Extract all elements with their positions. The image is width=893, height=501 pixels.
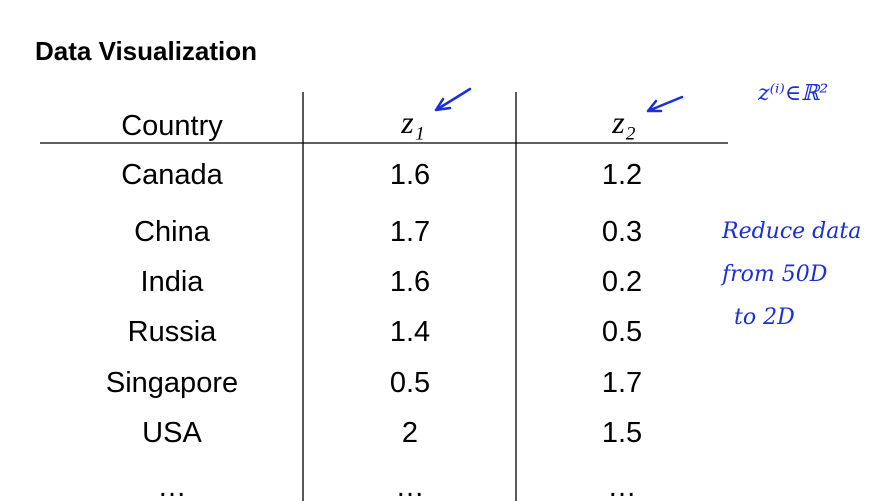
arrow bbox=[434, 87, 472, 112]
table-cell: India bbox=[141, 266, 205, 298]
slide-title: Data Visualization bbox=[35, 36, 257, 66]
table-cell: Canada bbox=[121, 159, 223, 191]
table-cell: 1.7 bbox=[602, 367, 642, 399]
table-cell: 1.4 bbox=[390, 316, 430, 348]
header-cell: z₂ bbox=[611, 104, 636, 140]
table-cell: USA bbox=[142, 417, 202, 449]
table-cell: 0.5 bbox=[602, 316, 642, 348]
table-cell: Singapore bbox=[106, 367, 238, 399]
table-cell: 0.3 bbox=[602, 216, 642, 248]
table-cell: 1.6 bbox=[390, 266, 430, 298]
table-cell: … bbox=[396, 471, 425, 501]
arrow bbox=[646, 95, 684, 113]
table-cell: … bbox=[158, 471, 187, 501]
header-cell: z₁ bbox=[400, 104, 425, 140]
handwritten-note: Reduce data bbox=[721, 219, 861, 244]
handwritten-note: z⁽ⁱ⁾∈ℝ² bbox=[757, 81, 828, 106]
handwritten-note: from 50D bbox=[720, 262, 828, 287]
table-cell: China bbox=[134, 216, 211, 248]
table-cell: … bbox=[608, 471, 637, 501]
table-cell: 2 bbox=[402, 417, 418, 449]
table-cell: 1.6 bbox=[390, 159, 430, 191]
table-cell: 1.7 bbox=[390, 216, 430, 248]
header-cell: Country bbox=[121, 110, 223, 142]
table-cell: Russia bbox=[128, 316, 218, 348]
table-cell: 1.2 bbox=[602, 159, 642, 191]
table-cell: 0.2 bbox=[602, 266, 642, 298]
table-cell: 1.5 bbox=[602, 417, 642, 449]
handwritten-note: to 2D bbox=[734, 305, 795, 330]
table-cell: 0.5 bbox=[390, 367, 430, 399]
